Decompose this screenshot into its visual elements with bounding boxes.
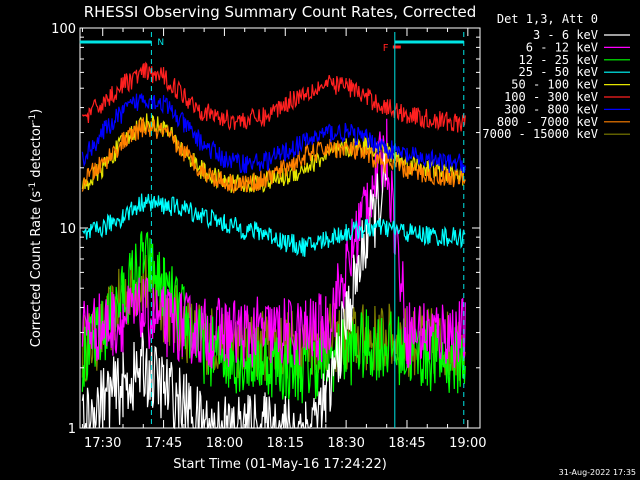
x-tick-label: 18:15 (267, 436, 304, 451)
y-tick-label: 1 (68, 422, 76, 437)
series-line (81, 118, 466, 369)
x-tick-label: 18:00 (206, 436, 243, 451)
legend-entry-label: 6 - 12 keV (526, 40, 598, 54)
x-tick-label: 18:45 (388, 436, 425, 451)
legend-entry-label: 3 - 6 keV (533, 28, 598, 42)
legend-entry-label: 7000 - 15000 keV (482, 127, 598, 141)
series-line (81, 113, 466, 194)
series-line (81, 117, 466, 194)
legend-entry-label: 25 - 50 keV (519, 65, 598, 79)
x-tick-label: 17:30 (84, 436, 121, 451)
legend-entry-label: 100 - 300 keV (504, 90, 598, 104)
legend-entry-label: 800 - 7000 keV (497, 115, 598, 129)
y-axis-label-exponent: -1 (28, 114, 38, 123)
y-axis-label-part: ) (29, 109, 44, 114)
series-line (81, 231, 466, 404)
chart-title: RHESSI Observing Summary Count Rates, Co… (84, 3, 477, 21)
series-line (81, 61, 466, 133)
y-axis-label-part: Corrected Count Rate (s (29, 191, 44, 348)
series-line (81, 93, 466, 174)
x-axis-label: Start Time (01-May-16 17:24:22) (173, 457, 387, 472)
series-line (82, 193, 466, 257)
legend-entry-label: 300 - 800 keV (504, 102, 598, 116)
series-line (81, 149, 388, 430)
axis-layer: 17:30 17:45 18:00 18:15 18:30 18:45 19:00 1 10 10… (51, 22, 486, 451)
y-tick-label: 100 (51, 22, 76, 37)
series-layer (81, 61, 466, 430)
flare-label: F (383, 43, 389, 54)
legend-entry-label: 12 - 25 keV (519, 53, 598, 67)
x-tick-label: 17:45 (145, 436, 182, 451)
x-tick-label: 19:00 (449, 436, 486, 451)
y-axis-label-part: detector (29, 122, 44, 182)
y-axis-label: Corrected Count Rate (s-1 detector-1) (28, 109, 44, 347)
x-tick-label: 18:30 (327, 436, 364, 451)
legend-title: Det 1,3, Att 0 (497, 12, 598, 26)
y-axis-label-exponent: -1 (28, 182, 38, 191)
footer-date: 31-Aug-2022 17:35 (559, 468, 636, 477)
legend-entry-label: 50 - 100 keV (511, 78, 598, 92)
y-tick-label: 10 (59, 222, 76, 237)
night-bar-label: N (157, 38, 164, 48)
